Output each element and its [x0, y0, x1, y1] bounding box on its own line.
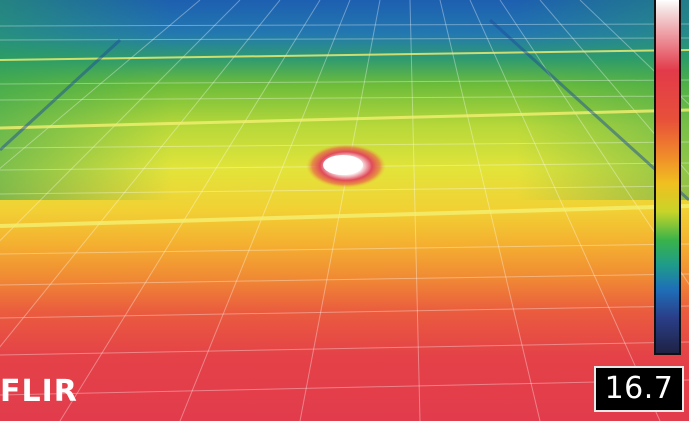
temperature-scale-bar: [654, 0, 681, 355]
temperature-readout: 16.7: [594, 366, 684, 412]
panel-frames: [0, 49, 689, 228]
hotspot-core: [323, 155, 363, 175]
flir-logo: FLIR: [0, 374, 78, 409]
